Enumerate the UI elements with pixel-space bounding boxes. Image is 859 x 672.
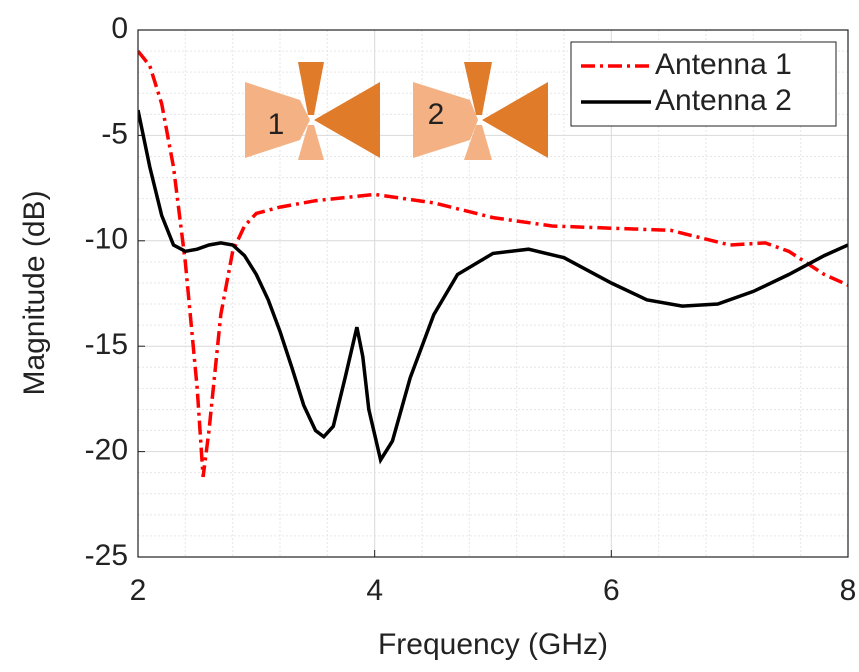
antenna-1-bottom bbox=[298, 125, 324, 160]
y-axis-label: Magnitude (dB) bbox=[18, 190, 51, 395]
y-tick-label: -20 bbox=[85, 434, 128, 467]
antenna-1-top bbox=[298, 62, 324, 115]
y-tick-label: -25 bbox=[85, 539, 128, 572]
antenna-1-right bbox=[314, 82, 380, 158]
antenna-2-left bbox=[413, 82, 478, 158]
y-tick-label: -5 bbox=[101, 117, 128, 150]
x-tick-label: 2 bbox=[130, 574, 147, 607]
antenna-2-right bbox=[482, 82, 548, 158]
inset-antennas bbox=[245, 62, 548, 160]
plot-frame bbox=[137, 29, 849, 558]
x-tick-label: 8 bbox=[840, 574, 857, 607]
series-line bbox=[138, 109, 848, 465]
x-axis-label: Frequency (GHz) bbox=[378, 628, 608, 661]
y-tick-label: 0 bbox=[111, 12, 128, 45]
y-tick-label: -15 bbox=[85, 328, 128, 361]
x-tick-label: 4 bbox=[366, 574, 383, 607]
antenna-2-top bbox=[464, 62, 492, 115]
inset-label: 1 bbox=[268, 108, 285, 141]
antenna-1-left bbox=[245, 82, 310, 158]
y-tick-label: -10 bbox=[85, 223, 128, 256]
series-line bbox=[138, 50, 848, 478]
antenna-2-bottom bbox=[464, 125, 492, 160]
inset-label: 2 bbox=[428, 98, 445, 131]
legend-label: Antenna 1 bbox=[655, 48, 792, 81]
x-tick-label: 6 bbox=[603, 574, 620, 607]
legend-box bbox=[570, 41, 837, 127]
legend-label: Antenna 2 bbox=[655, 84, 792, 117]
